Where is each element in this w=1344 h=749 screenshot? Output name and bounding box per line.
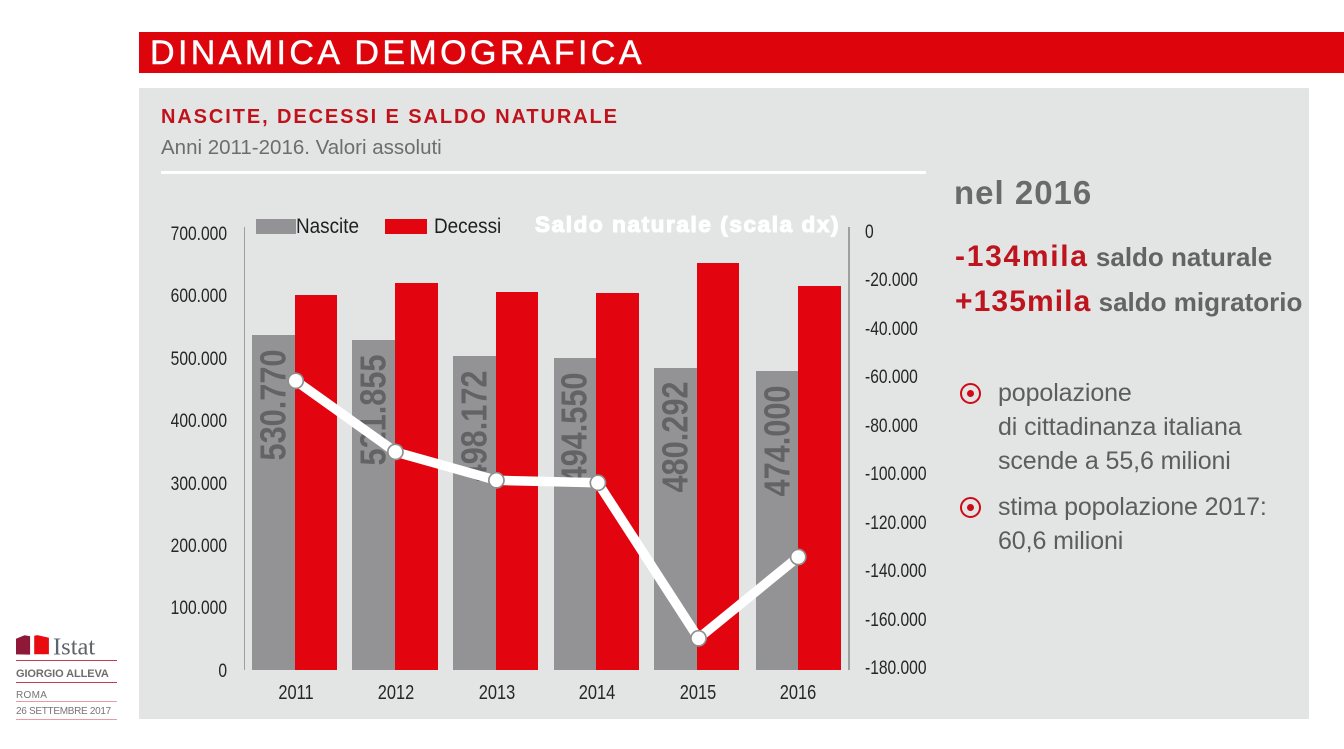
svg-text:Istat: Istat (53, 634, 95, 661)
